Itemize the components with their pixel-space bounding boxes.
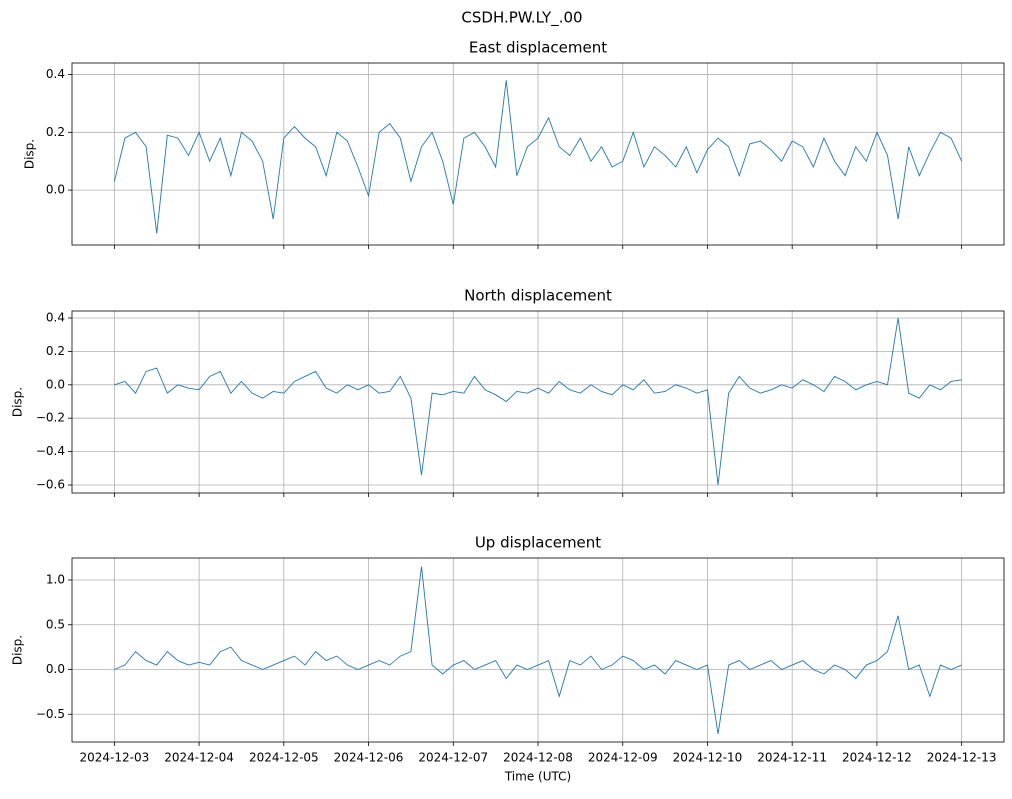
y-tick-label: −0.6 bbox=[36, 477, 65, 491]
subplot-title: East displacement bbox=[469, 39, 607, 57]
axes-frame bbox=[71, 62, 1005, 246]
y-axis-label: Disp. bbox=[11, 387, 25, 417]
x-tick-label: 2024-12-05 bbox=[249, 751, 319, 765]
x-axis-label: Time (UTC) bbox=[504, 770, 571, 784]
y-axis-label: Disp. bbox=[23, 139, 37, 169]
x-tick-label: 2024-12-06 bbox=[334, 751, 404, 765]
y-tick-label: −0.5 bbox=[36, 707, 65, 721]
y-tick-label: 0.2 bbox=[46, 344, 65, 358]
x-tick-label: 2024-12-04 bbox=[164, 751, 234, 765]
x-tick-label: 2024-12-08 bbox=[503, 751, 573, 765]
x-tick-label: 2024-12-09 bbox=[588, 751, 658, 765]
y-tick-label: −0.2 bbox=[36, 411, 65, 425]
x-tick-label: 2024-12-10 bbox=[673, 751, 743, 765]
y-tick-label: 0.5 bbox=[46, 617, 65, 631]
x-tick-label: 2024-12-07 bbox=[418, 751, 488, 765]
y-tick-label: 0.0 bbox=[46, 377, 65, 391]
y-tick-label: 0.2 bbox=[46, 125, 65, 139]
axes-frame bbox=[71, 310, 1005, 494]
figure-title: CSDH.PW.LY_.00 bbox=[461, 9, 582, 28]
y-tick-label: 0.0 bbox=[46, 183, 65, 197]
data-line bbox=[114, 317, 962, 486]
subplot-title: Up displacement bbox=[475, 534, 601, 552]
axes-frame bbox=[71, 557, 1005, 743]
y-tick-label: 0.0 bbox=[46, 662, 65, 676]
y-axis-label: Disp. bbox=[11, 635, 25, 665]
y-tick-label: 0.4 bbox=[46, 67, 65, 81]
data-line bbox=[114, 566, 962, 735]
x-tick-label: 2024-12-03 bbox=[79, 751, 149, 765]
data-line bbox=[113, 80, 963, 234]
y-tick-label: 0.4 bbox=[46, 311, 65, 325]
y-tick-label: −0.4 bbox=[36, 444, 65, 458]
y-tick-label: 1.0 bbox=[46, 573, 65, 587]
x-tick-label: 2024-12-12 bbox=[842, 751, 912, 765]
x-tick-label: 2024-12-11 bbox=[757, 751, 827, 765]
subplot-title: North displacement bbox=[464, 287, 612, 305]
x-tick-label: 2024-12-13 bbox=[927, 751, 997, 765]
